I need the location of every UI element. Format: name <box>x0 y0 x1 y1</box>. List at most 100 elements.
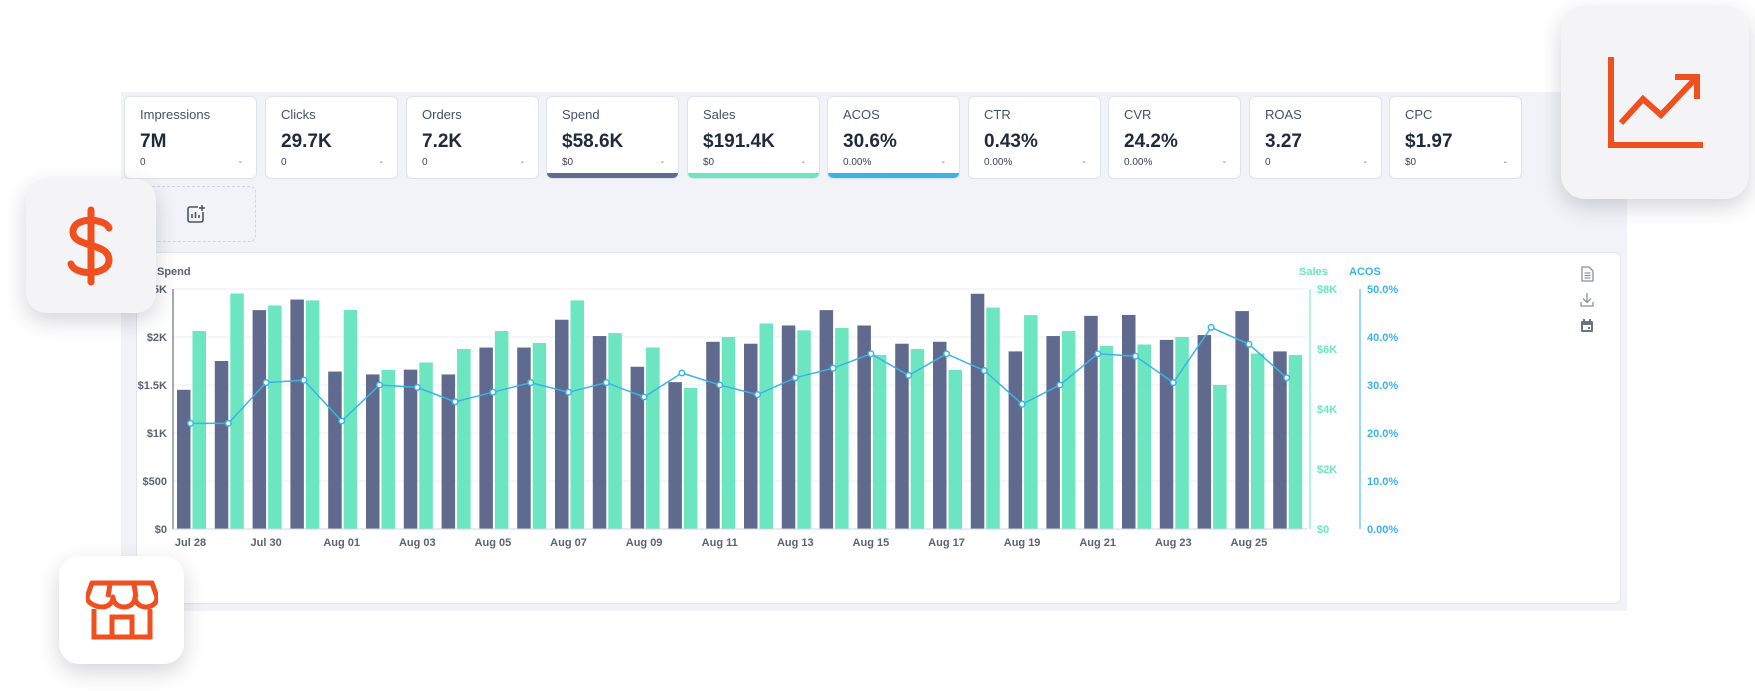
acos-point <box>602 379 610 387</box>
dollar-icon <box>67 206 113 286</box>
kpi-change: - <box>379 157 383 168</box>
y-sales-tick-label: $0 <box>1317 524 1329 536</box>
kpi-change: - <box>1363 157 1367 168</box>
acos-point <box>791 374 799 382</box>
y-acos-tick-label: 20.0% <box>1367 428 1398 440</box>
sales-bar <box>570 300 584 529</box>
sales-bar <box>457 349 471 529</box>
x-tick-label: Aug 15 <box>853 537 890 549</box>
sales-bar <box>759 323 773 529</box>
sales-bar <box>1099 346 1114 529</box>
sales-bar <box>646 347 660 529</box>
kpi-value: $1.97 <box>1405 131 1453 152</box>
y-acos-tick-label: 50.0% <box>1367 284 1398 296</box>
kpi-card-cpc[interactable]: CPC $1.97 $0 - <box>1389 96 1522 179</box>
kpi-previous: 0.00% <box>984 157 1013 168</box>
acos-point <box>338 417 346 425</box>
x-tick-label: Aug 07 <box>550 537 587 549</box>
y-left-tick-label: $500 <box>143 476 167 488</box>
y-left-tick-label: $1K <box>147 428 167 440</box>
acos-point <box>1283 374 1291 382</box>
kpi-selected-bar <box>547 173 678 178</box>
kpi-previous: 0 <box>281 157 287 168</box>
legend-acos: ACOS <box>1349 266 1381 278</box>
spend-bar <box>555 319 569 529</box>
document-icon[interactable] <box>1578 265 1596 283</box>
spend-bar <box>1235 311 1249 529</box>
kpi-card-orders[interactable]: Orders 7.2K 0 - <box>406 96 539 179</box>
sales-bar <box>721 337 736 529</box>
kpi-card-sales[interactable]: Sales $191.4K $0 - <box>687 96 820 179</box>
x-tick-label: Aug 05 <box>475 537 512 549</box>
acos-point <box>1056 381 1064 389</box>
x-tick-label: Aug 19 <box>1004 537 1041 549</box>
acos-point <box>753 391 762 399</box>
y-sales-tick-label: $2K <box>1317 464 1337 476</box>
kpi-previous: $0 <box>1405 157 1417 168</box>
sales-bar <box>192 331 206 529</box>
legend-spend: Spend <box>157 266 191 278</box>
kpi-change: - <box>238 157 242 168</box>
spend-bar <box>970 293 985 529</box>
spend-bar <box>1084 315 1098 529</box>
kpi-change: - <box>941 157 945 168</box>
spend-bar <box>328 371 342 529</box>
kpi-change: - <box>660 157 664 168</box>
kpi-card-acos[interactable]: ACOS 30.6% 0.00% - <box>827 96 960 179</box>
sales-bar <box>381 370 395 529</box>
kpi-card-clicks[interactable]: Clicks 29.7K 0 - <box>265 96 398 179</box>
kpi-value: 7M <box>140 131 167 152</box>
x-tick-label: Aug 25 <box>1231 537 1268 549</box>
sales-bar <box>986 307 1000 529</box>
spend-bar <box>630 366 645 529</box>
calendar-icon[interactable] <box>1578 317 1596 335</box>
kpi-card-impressions[interactable]: Impressions 7M 0 - <box>124 96 257 179</box>
kpi-card-cvr[interactable]: CVR 24.2% 0.00% - <box>1108 96 1241 179</box>
kpi-selected-bar <box>828 173 959 178</box>
kpi-label: Sales <box>703 107 736 122</box>
kpi-card-ctr[interactable]: CTR 0.43% 0.00% - <box>968 96 1101 179</box>
sales-bar <box>532 343 547 529</box>
kpi-label: Impressions <box>140 107 211 122</box>
sales-bar <box>683 388 698 529</box>
spend-bar <box>1122 314 1136 529</box>
acos-point <box>489 388 497 396</box>
kpi-label: Orders <box>422 107 462 122</box>
spend-bar <box>706 341 720 529</box>
x-tick-label: Aug 21 <box>1079 537 1116 549</box>
spend-bar <box>592 336 607 529</box>
kpi-previous: $0 <box>703 157 715 168</box>
kpi-card-roas[interactable]: ROAS 3.27 0 - <box>1249 96 1382 179</box>
spend-bar <box>517 347 531 529</box>
acos-point <box>1131 352 1140 360</box>
sales-bar <box>872 355 887 529</box>
kpi-value: 29.7K <box>281 131 332 152</box>
x-tick-label: Aug 11 <box>702 537 738 549</box>
acos-line <box>186 323 1291 427</box>
kpi-card-spend[interactable]: Spend $58.6K $0 - <box>546 96 679 179</box>
y-acos-tick-label: 30.0% <box>1367 380 1398 392</box>
sales-bar <box>608 333 622 529</box>
spend-bar <box>744 343 758 529</box>
acos-point <box>1094 350 1102 358</box>
x-tick-label: Aug 23 <box>1155 537 1192 549</box>
spend-bar <box>857 325 871 529</box>
x-tick-label: Aug 09 <box>626 537 663 549</box>
chart-tools <box>1578 265 1596 343</box>
kpi-selected-bar <box>688 173 819 178</box>
spend-bar <box>252 310 267 529</box>
spend-bar <box>290 299 304 529</box>
sales-bar <box>419 362 433 529</box>
kpi-value: 24.2% <box>1124 131 1178 152</box>
y-acos-tick-label: 40.0% <box>1367 332 1398 344</box>
kpi-previous: 0 <box>1265 157 1271 168</box>
acos-point <box>716 381 724 389</box>
chart-bars <box>177 293 1303 529</box>
kpi-value: $191.4K <box>703 131 775 152</box>
kpi-value: 0.43% <box>984 131 1038 152</box>
kpi-label: CPC <box>1405 107 1433 122</box>
download-icon[interactable] <box>1578 291 1596 309</box>
spend-bar <box>1159 339 1174 529</box>
spend-bar <box>403 369 418 529</box>
sales-bar <box>1250 353 1265 529</box>
